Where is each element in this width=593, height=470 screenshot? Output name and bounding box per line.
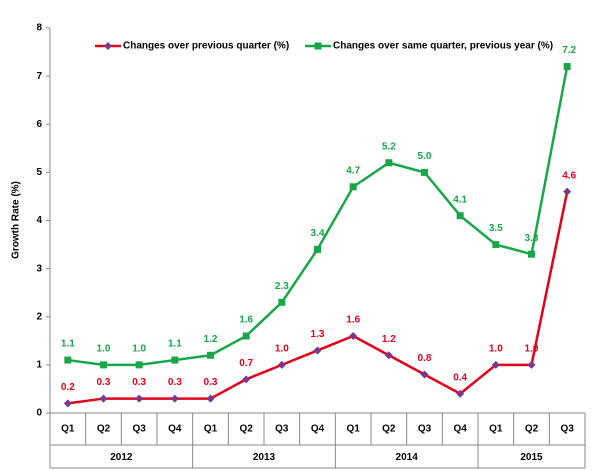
x-tick-label: Q1: [489, 424, 503, 435]
y-tick-label: 7: [36, 71, 42, 82]
marker: [277, 360, 286, 369]
data-label: 1.2: [382, 334, 396, 345]
series-line: [67, 66, 569, 367]
data-label: 1.6: [346, 315, 360, 326]
data-label: 5.2: [382, 141, 396, 152]
data-label: 0.3: [97, 377, 111, 388]
x-tick-label: Q2: [382, 424, 396, 435]
data-label: 7.2: [562, 45, 576, 56]
data-label: 0.4: [453, 372, 467, 383]
y-tick-label: 8: [36, 23, 42, 34]
marker: [528, 250, 535, 258]
x-tick-label: Q2: [97, 424, 111, 435]
marker: [527, 360, 536, 369]
x-tick-label: Q3: [275, 424, 289, 435]
marker: [456, 389, 465, 398]
marker: [349, 183, 357, 191]
y-tick-label: 5: [36, 167, 42, 178]
marker: [491, 360, 500, 369]
group-label: 2012: [110, 452, 133, 463]
data-label: 3.4: [311, 228, 325, 239]
x-tick-label: Q3: [418, 424, 432, 435]
data-label: 4.7: [346, 165, 360, 176]
marker: [385, 159, 393, 167]
data-label: 3.5: [489, 223, 503, 234]
marker: [349, 332, 358, 340]
data-label: 3.3: [525, 233, 539, 244]
y-tick-label: 0: [36, 408, 42, 419]
marker: [420, 370, 429, 379]
marker: [314, 245, 321, 253]
y-tick-label: 6: [36, 119, 42, 130]
marker: [242, 375, 251, 384]
y-tick-label: 4: [36, 215, 42, 226]
marker: [384, 351, 393, 360]
x-tick-label: Q1: [346, 424, 360, 435]
data-label: 1.1: [61, 339, 75, 350]
data-label: 4.1: [453, 194, 467, 205]
data-label: 2.3: [275, 281, 289, 292]
y-tick-label: 3: [36, 263, 42, 274]
x-tick-label: Q4: [311, 424, 325, 435]
data-label: 0.8: [418, 353, 432, 364]
marker: [171, 356, 179, 364]
y-tick-label: 2: [36, 311, 42, 322]
data-label: 0.3: [168, 377, 182, 388]
data-label: 1.0: [525, 344, 539, 355]
marker: [206, 394, 215, 403]
group-label: 2013: [253, 452, 276, 463]
data-label: 0.7: [239, 358, 253, 369]
data-label: 1.2: [204, 334, 218, 345]
marker: [278, 298, 286, 306]
data-label: 5.0: [418, 151, 432, 162]
x-tick-label: Q1: [61, 424, 75, 435]
marker: [563, 63, 571, 70]
marker: [492, 241, 500, 249]
marker: [64, 356, 72, 364]
x-tick-label: Q4: [168, 424, 182, 435]
x-tick-label: Q2: [239, 424, 253, 435]
legend-label: Changes over same quarter, previous year…: [333, 41, 553, 52]
x-tick-label: Q1: [204, 424, 218, 435]
x-tick-label: Q2: [525, 424, 539, 435]
marker: [207, 351, 214, 359]
data-label: 0.2: [61, 382, 75, 393]
marker: [314, 42, 322, 50]
marker: [135, 394, 144, 403]
marker: [170, 394, 179, 403]
marker: [63, 399, 72, 408]
data-label: 1.6: [239, 315, 253, 326]
x-tick-label: Q3: [132, 424, 146, 435]
marker: [100, 361, 107, 369]
group-label: 2015: [520, 452, 543, 463]
marker: [99, 394, 108, 403]
marker: [242, 332, 250, 340]
marker: [135, 361, 143, 369]
legend-label: Changes over previous quarter (%): [123, 41, 289, 52]
y-axis-label: Growth Rate (%): [11, 181, 22, 259]
data-label: 1.3: [311, 329, 325, 340]
data-label: 1.0: [132, 344, 146, 355]
data-label: 0.3: [204, 377, 218, 388]
data-label: 1.0: [489, 344, 503, 355]
marker: [456, 212, 464, 220]
data-label: 1.0: [275, 344, 289, 355]
marker: [313, 346, 322, 355]
y-tick-label: 1: [36, 360, 42, 371]
x-tick-label: Q4: [453, 424, 467, 435]
data-label: 1.0: [97, 344, 111, 355]
data-label: 1.1: [168, 339, 182, 350]
marker: [563, 187, 572, 196]
group-label: 2014: [396, 452, 419, 463]
data-label: 4.6: [562, 170, 576, 181]
marker: [421, 168, 428, 176]
data-label: 0.3: [132, 377, 146, 388]
x-tick-label: Q3: [560, 424, 574, 435]
marker: [104, 42, 112, 50]
